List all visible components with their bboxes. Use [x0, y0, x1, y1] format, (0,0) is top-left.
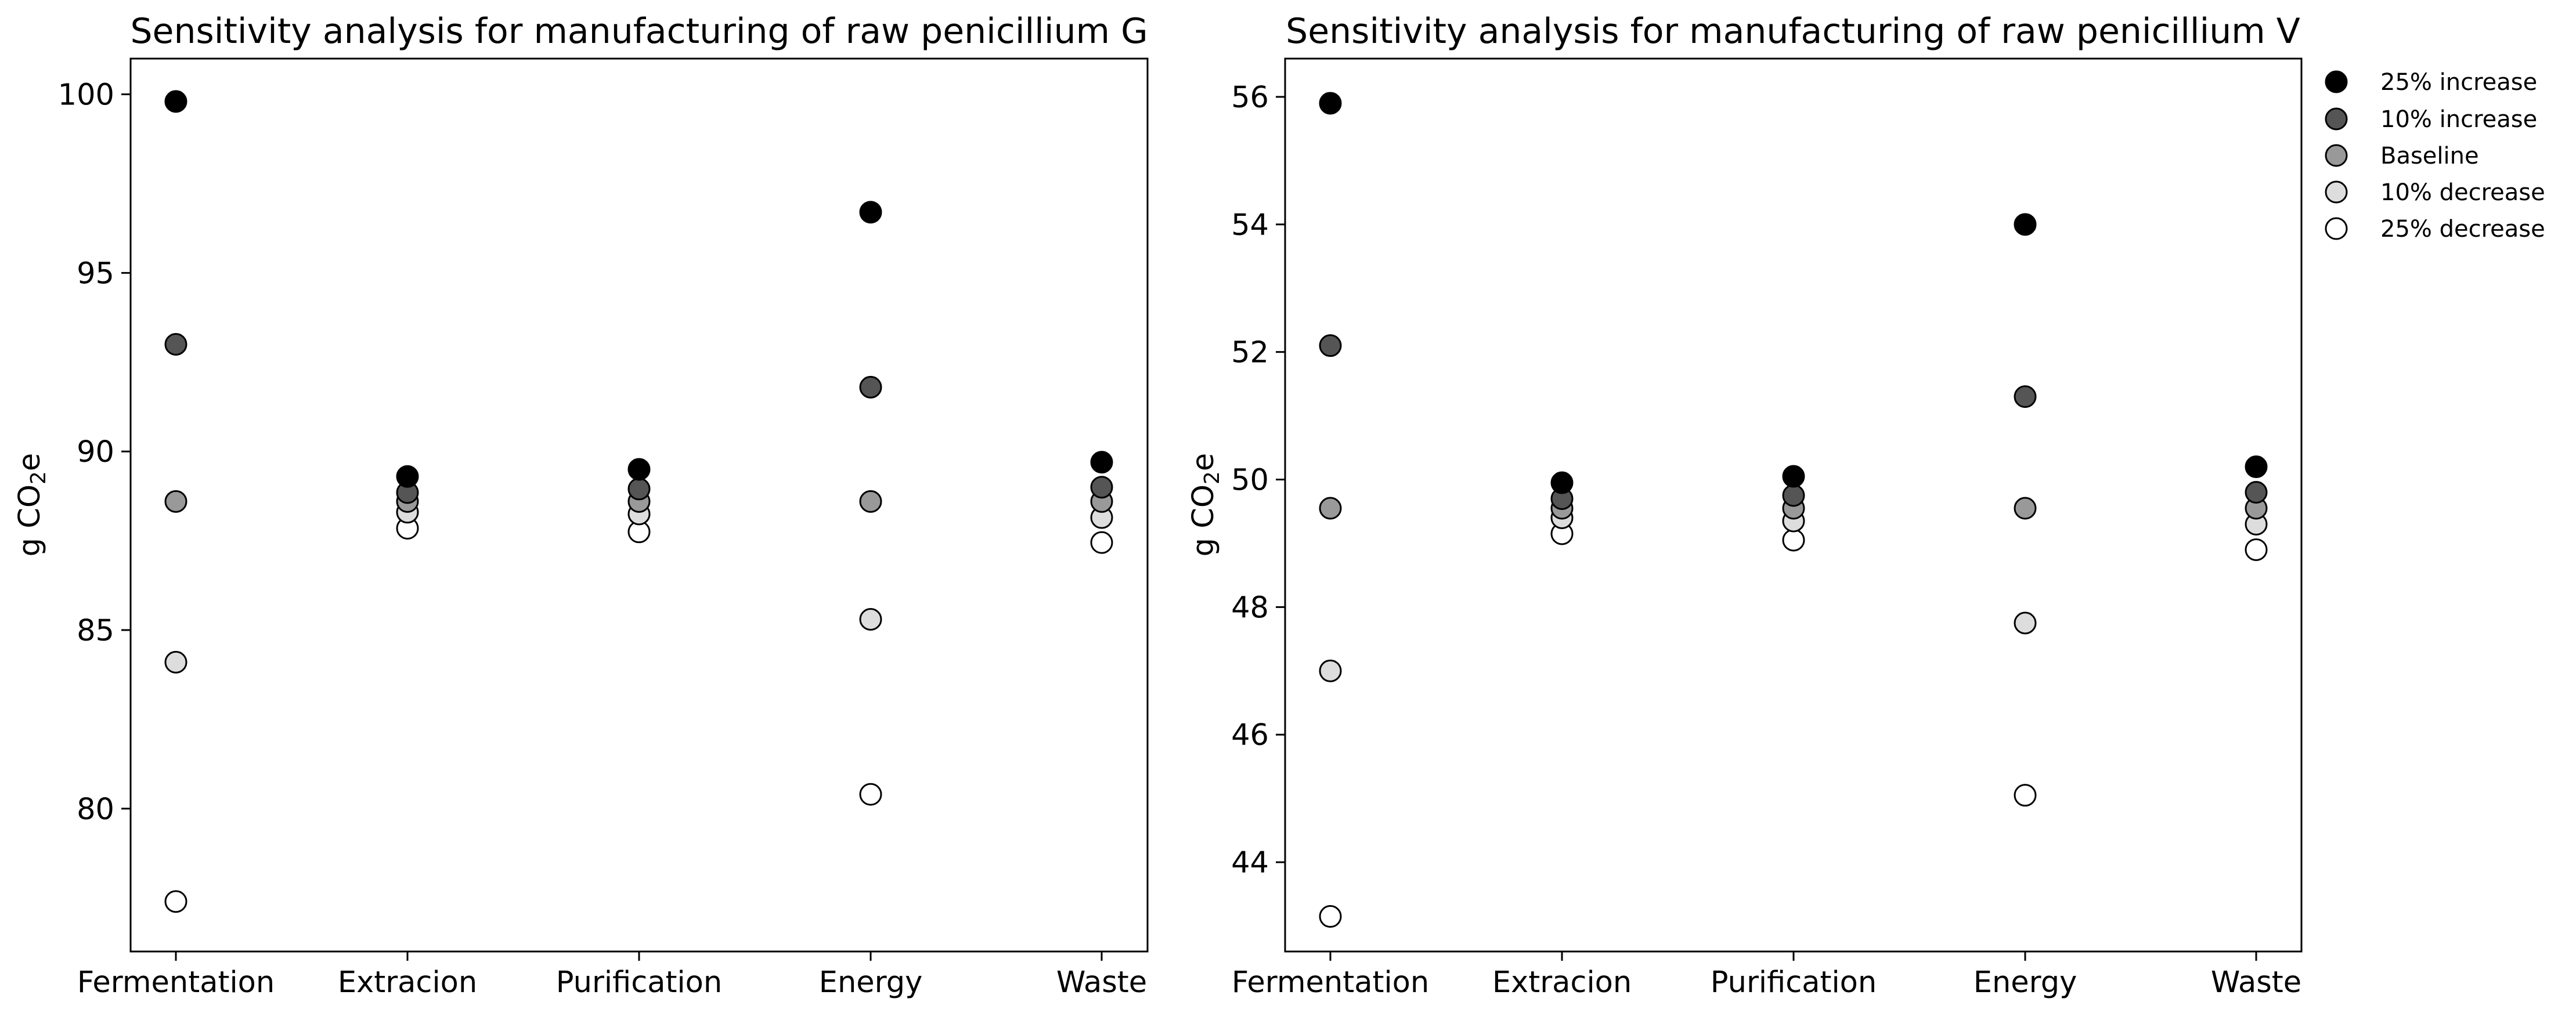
legend-marker: [2325, 217, 2348, 240]
data-point: [1319, 659, 1342, 682]
x-tick-label: Energy: [819, 965, 923, 1000]
legend-label: 10% increase: [2380, 106, 2537, 133]
data-points: [1319, 92, 2268, 928]
y-axis-label: g CO2e: [1186, 453, 1224, 557]
plot-area-frame: [129, 57, 1149, 953]
chart-title: Sensitivity analysis for manufacturing o…: [1286, 11, 2300, 52]
data-points: [164, 90, 1113, 913]
data-point: [164, 490, 187, 513]
data-point: [2245, 455, 2268, 479]
legend-label: Baseline: [2380, 143, 2479, 169]
data-point: [1782, 484, 1805, 507]
data-point: [2014, 784, 2037, 807]
x-tick-label: Energy: [1974, 965, 2077, 1000]
legend-marker: [2325, 180, 2348, 204]
chart-title: Sensitivity analysis for manufacturing o…: [130, 11, 1148, 52]
legend-label: 10% decrease: [2380, 179, 2545, 206]
data-point: [1090, 451, 1113, 474]
data-point: [859, 201, 882, 224]
data-point: [1782, 529, 1805, 552]
data-point: [1319, 905, 1342, 928]
legend-marker: [2325, 70, 2348, 93]
data-point: [859, 490, 882, 513]
chart-panel-penicillium-g: Sensitivity analysis for manufacturing o…: [13, 11, 1149, 1000]
y-tick-label: 80: [77, 793, 114, 827]
x-axis-ticks: Fermentation Extracion Purification Energy W…: [77, 952, 1147, 1000]
y-tick-label: 50: [1231, 464, 1269, 498]
y-tick-label: 95: [77, 256, 114, 291]
x-tick-label: Fermentation: [77, 965, 275, 1000]
data-point: [164, 890, 187, 913]
legend-marker: [2325, 107, 2348, 131]
x-axis-ticks: Fermentation Extracion Purification Energy W…: [1232, 952, 2301, 1000]
x-tick-label: Purification: [1711, 965, 1877, 1000]
data-point: [164, 332, 187, 356]
data-point: [2245, 481, 2268, 504]
y-tick-label: 85: [77, 614, 114, 648]
data-point: [859, 375, 882, 399]
data-point: [1319, 334, 1342, 357]
x-tick-label: Purification: [556, 965, 722, 1000]
x-tick-label: Waste: [2211, 965, 2301, 1000]
data-point: [1090, 476, 1113, 499]
y-tick-label: 56: [1231, 81, 1269, 115]
data-point: [1319, 92, 1342, 115]
data-point: [627, 477, 651, 501]
data-point: [2245, 538, 2268, 561]
legend-marker: [2325, 144, 2348, 167]
legend-label: 25% increase: [2380, 69, 2537, 96]
y-tick-label: 46: [1231, 718, 1269, 752]
data-point: [859, 783, 882, 806]
chart-panel-penicillium-v: Sensitivity analysis for manufacturing o…: [1186, 11, 2303, 1000]
data-point: [2014, 612, 2037, 635]
y-axis-ticks: 80 85 90 95 100: [58, 78, 131, 827]
y-tick-label: 100: [58, 78, 114, 113]
x-tick-label: Fermentation: [1232, 965, 1429, 1000]
data-point: [2014, 385, 2037, 408]
x-tick-label: Extracion: [338, 965, 477, 1000]
y-tick-label: 44: [1231, 846, 1269, 880]
data-point: [2014, 213, 2037, 236]
y-tick-label: 54: [1231, 208, 1269, 243]
data-point: [164, 90, 187, 113]
data-point: [396, 465, 419, 488]
data-point: [859, 607, 882, 631]
legend-label: 25% decrease: [2380, 216, 2545, 243]
plot-area-frame: [1284, 57, 2303, 953]
data-point: [2014, 497, 2037, 520]
data-point: [1319, 497, 1342, 520]
y-tick-label: 90: [77, 435, 114, 469]
x-tick-label: Waste: [1056, 965, 1147, 1000]
data-point: [1090, 531, 1113, 554]
y-axis-label: g CO2e: [13, 453, 50, 557]
y-tick-label: 52: [1231, 336, 1269, 370]
x-tick-label: Extracion: [1492, 965, 1632, 1000]
data-point: [1782, 465, 1805, 488]
y-axis-ticks: 44 46 48 50 52 54 56: [1231, 81, 1285, 880]
y-tick-label: 48: [1231, 591, 1269, 625]
data-point: [627, 458, 651, 481]
data-point: [164, 650, 187, 674]
legend: 25% increase 10% increase Baseline 10% d…: [2325, 69, 2545, 243]
data-point: [1550, 471, 1574, 494]
